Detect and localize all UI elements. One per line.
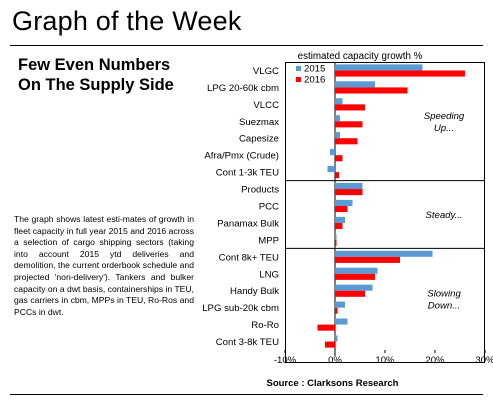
x-tick-label: 10% — [375, 355, 395, 366]
x-tick-label: -10% — [274, 355, 297, 366]
group-annotation: Up... — [434, 123, 454, 134]
bar-2016-4 — [335, 138, 358, 145]
category-label: LPG sub-20k cbm — [202, 303, 279, 314]
bar-2016-15 — [317, 324, 335, 331]
group-annotation: Speeding — [424, 111, 465, 122]
chart-title: estimated capacity growth % — [298, 51, 423, 62]
bar-2015-16 — [335, 335, 338, 342]
x-tick-label: 20% — [425, 355, 445, 366]
legend-label-2015: 2015 — [304, 64, 325, 75]
category-label: Cont 3-8k TEU — [216, 337, 279, 348]
bar-2016-3 — [335, 121, 363, 128]
bar-2015-7 — [335, 182, 363, 190]
description-text: The graph shows latest esti-mates of gro… — [14, 214, 194, 317]
category-label: Cont 8k+ TEU — [219, 252, 279, 263]
bar-2016-8 — [335, 206, 348, 213]
category-label: Products — [241, 185, 279, 196]
group-annotation: Steady... — [425, 210, 462, 221]
category-label: MPP — [258, 235, 279, 246]
legend-swatch-2016 — [296, 77, 301, 82]
bar-2016-13 — [335, 290, 365, 297]
bar-2015-6 — [327, 166, 335, 173]
category-label: Afra/Pmx (Crude) — [204, 151, 279, 162]
chart-frame — [285, 62, 485, 363]
bar-2015-15 — [335, 318, 348, 325]
category-label: PCC — [259, 202, 279, 213]
bar-2015-14 — [335, 301, 345, 308]
legend-label-2016: 2016 — [304, 75, 325, 86]
page-title: Graph of the Week — [12, 6, 242, 36]
category-label: Ro-Ro — [251, 320, 279, 331]
bar-2015-4 — [335, 132, 340, 139]
category-label: LNG — [259, 269, 279, 280]
bar-2015-8 — [335, 199, 353, 206]
bar-2016-14 — [335, 307, 338, 314]
bar-2016-2 — [335, 104, 365, 111]
bar-2015-2 — [335, 98, 343, 105]
bar-2016-7 — [335, 189, 363, 196]
headline-line-1: Few Even Numbers — [18, 56, 171, 74]
headline-line-2: On The Supply Side — [18, 76, 174, 94]
bar-2015-0 — [335, 64, 423, 71]
bar-2016-9 — [335, 222, 343, 230]
category-label: Panamax Bulk — [217, 218, 279, 229]
group-annotation: Slowing — [427, 289, 461, 300]
category-label: VLCC — [253, 100, 279, 111]
category-label: Capesize — [239, 134, 279, 145]
title-divider — [10, 45, 483, 46]
group-annotation: Down... — [428, 301, 461, 312]
bar-2016-16 — [325, 341, 335, 348]
category-label: LPG 20-60k cbm — [207, 83, 279, 94]
bar-2015-10 — [335, 233, 337, 240]
bar-2015-3 — [335, 115, 340, 122]
bar-2016-10 — [335, 239, 337, 246]
source-text: Source : Clarksons Research — [266, 378, 399, 389]
bar-2015-9 — [335, 216, 345, 223]
bar-2016-6 — [335, 172, 339, 179]
x-tick-label: 30% — [475, 355, 493, 366]
x-tick-label: 0% — [328, 355, 342, 366]
bar-2016-5 — [335, 155, 343, 162]
category-label: VLGC — [253, 66, 279, 77]
bar-2015-13 — [335, 284, 373, 291]
bottom-divider — [10, 394, 483, 395]
bar-2016-12 — [335, 273, 375, 280]
bar-2015-1 — [335, 81, 375, 88]
category-label: Cont 1-3k TEU — [216, 168, 279, 179]
bar-2015-5 — [330, 149, 335, 156]
bar-2016-11 — [335, 256, 400, 263]
category-label: Handy Bulk — [230, 286, 279, 297]
legend-swatch-2015 — [296, 66, 301, 71]
bar-2016-0 — [335, 70, 465, 77]
bar-2016-1 — [335, 87, 408, 94]
bar-2015-11 — [335, 250, 433, 257]
bar-2015-12 — [335, 267, 378, 274]
category-label: Suezmax — [239, 117, 279, 128]
headline: Few Even Numbers On The Supply Side — [18, 55, 198, 95]
